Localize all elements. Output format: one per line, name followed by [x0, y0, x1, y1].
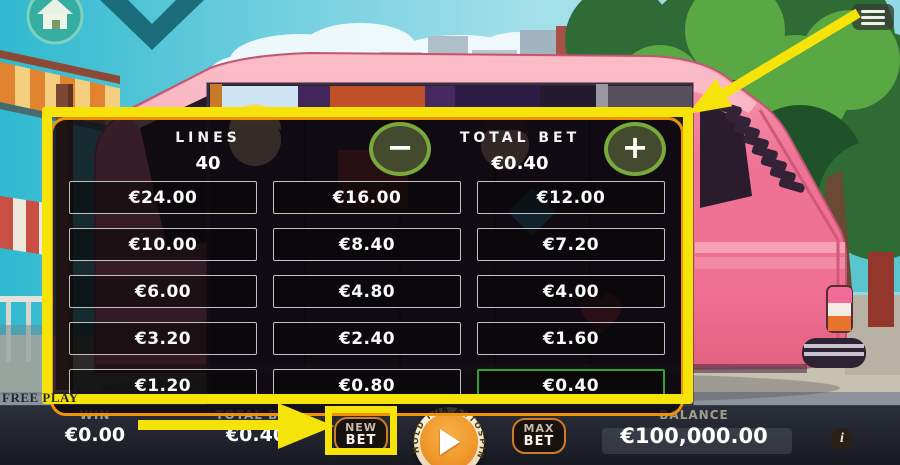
bet-grid: €24.00 €16.00 €12.00 €10.00 €8.40 €7.20 €6.00 €…: [69, 181, 665, 402]
bet-option[interactable]: €4.00: [477, 275, 665, 308]
info-icon[interactable]: i: [831, 428, 853, 450]
lines-display: LINES 40: [148, 130, 268, 174]
new-bet-line2: BET: [345, 432, 377, 448]
play-icon: [440, 429, 460, 455]
free-play-label: FREE PLAY: [2, 390, 79, 405]
van-tail-light: [826, 285, 853, 333]
win-value: €0.00: [64, 424, 126, 446]
bet-option[interactable]: €16.00: [273, 181, 461, 214]
max-bet-line1: MAX: [523, 422, 555, 436]
bet-option[interactable]: €1.60: [477, 322, 665, 355]
lines-value: 40: [195, 153, 221, 174]
balance-strip: [602, 428, 792, 454]
max-bet-button[interactable]: MAX BET: [512, 418, 566, 454]
teal-flag: [100, 0, 204, 50]
plus-icon: +: [621, 128, 649, 166]
bet-option[interactable]: €8.40: [273, 228, 461, 261]
van-wheel: [802, 338, 866, 368]
balance-value: €100,000.00: [620, 424, 768, 448]
total-bet-value: €0.40: [225, 424, 287, 446]
bet-option[interactable]: €6.00: [69, 275, 257, 308]
panel-total-bet-value: €0.40: [491, 153, 549, 174]
new-bet-line1: NEW: [345, 421, 377, 435]
bet-option[interactable]: €0.80: [273, 369, 461, 402]
max-bet-line2: BET: [523, 433, 555, 449]
hamburger-menu-icon: [861, 9, 885, 13]
panel-total-bet-label: TOTAL BET: [459, 130, 581, 146]
panel-total-bet-display: TOTAL BET €0.40: [450, 130, 590, 174]
menu-button[interactable]: [852, 4, 894, 30]
bet-option[interactable]: €1.20: [69, 369, 257, 402]
new-bet-button[interactable]: NEW BET: [334, 417, 388, 453]
bet-option[interactable]: €2.40: [273, 322, 461, 355]
bet-option[interactable]: €10.00: [69, 228, 257, 261]
bet-option[interactable]: €12.00: [477, 181, 665, 214]
red-kiosk: [868, 252, 894, 327]
increase-bet-button[interactable]: +: [604, 122, 666, 176]
info-icon-glyph: i: [840, 431, 844, 446]
balance-display: BALANCE €100,000.00: [598, 408, 790, 448]
bet-option[interactable]: €3.20: [69, 322, 257, 355]
decrease-bet-button[interactable]: −: [369, 122, 431, 176]
lower-canopy: [0, 196, 52, 256]
home-sign-icon: [26, 0, 84, 45]
bet-option[interactable]: €4.80: [273, 275, 461, 308]
bet-option[interactable]: €7.20: [477, 228, 665, 261]
minus-icon: −: [386, 128, 414, 166]
bet-option[interactable]: €24.00: [69, 181, 257, 214]
bet-option[interactable]: €0.40: [477, 369, 665, 402]
bet-selection-panel: LINES 40 − TOTAL BET €0.40 + €24.00 €16.0…: [50, 117, 684, 416]
van-roof-stripe: [128, 55, 757, 130]
lines-label: LINES: [175, 130, 241, 146]
